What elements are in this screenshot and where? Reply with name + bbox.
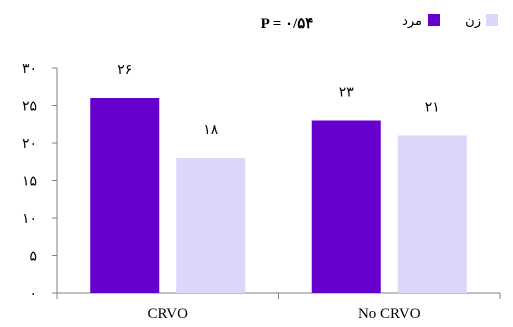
legend-swatch-male	[428, 14, 440, 26]
bar	[311, 120, 381, 293]
y-tick-label: ۱۰	[22, 211, 37, 227]
bars	[90, 98, 467, 293]
bar-value-label: ۲۱	[425, 100, 440, 116]
y-axis: ۰ ۵ ۱۰ ۱۵ ۲۰ ۲۵ ۳۰	[22, 61, 58, 302]
x-axis: CRVO No CRVO	[56, 292, 501, 322]
legend: مرد زن	[402, 14, 498, 29]
y-tick-label: ۲۰	[22, 136, 37, 152]
y-tick-label: ۰	[29, 286, 37, 302]
bar	[176, 158, 246, 293]
y-tick-label: ۳۰	[22, 61, 37, 77]
legend-label-female: زن	[465, 14, 481, 29]
legend-swatch-female	[486, 14, 498, 26]
y-tick-label: ۱۵	[22, 174, 37, 190]
legend-label-male: مرد	[402, 14, 422, 29]
bar-value-label: ۱۸	[203, 122, 219, 138]
bar-value-label: ۲۶	[117, 62, 132, 78]
y-tick-label: ۵	[29, 249, 37, 265]
x-category-label: CRVO	[148, 306, 189, 322]
chart-title: P = ۰/۵۴	[261, 16, 314, 32]
bar-value-label: ۲۳	[339, 85, 355, 101]
x-category-label: No CRVO	[358, 306, 421, 322]
bar	[397, 135, 467, 293]
bar	[90, 98, 160, 293]
data-labels: ۲۶ ۱۸ ۲۳ ۲۱	[117, 62, 440, 138]
y-tick-label: ۲۵	[22, 99, 37, 115]
